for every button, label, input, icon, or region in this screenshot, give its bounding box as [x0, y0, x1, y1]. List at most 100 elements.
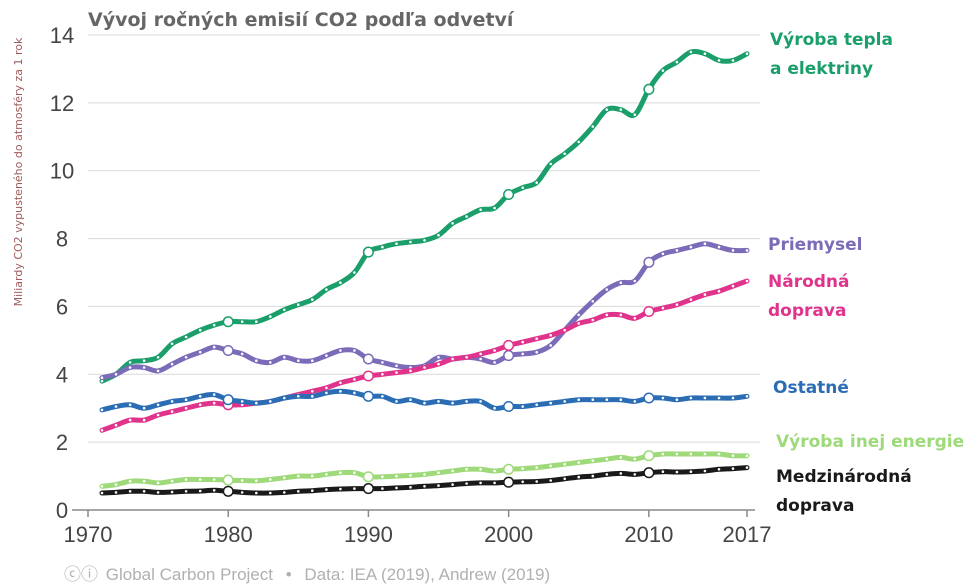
data-point [297, 395, 300, 398]
data-point-marker [362, 246, 374, 258]
data-point [184, 490, 188, 493]
x-tick-label: 1990 [344, 522, 393, 547]
data-point-marker [362, 483, 374, 495]
data-point [409, 398, 412, 402]
x-tick-label: 2000 [484, 522, 533, 547]
data-point [198, 395, 202, 398]
data-point [493, 206, 496, 210]
data-point [689, 452, 693, 456]
data-point [675, 470, 679, 474]
data-point [703, 242, 707, 245]
data-point [437, 400, 440, 403]
data-point [198, 403, 202, 407]
data-point [339, 390, 342, 393]
series-label: Ostatné [773, 378, 849, 398]
data-point [605, 473, 609, 476]
data-point [591, 459, 595, 463]
data-point [184, 335, 188, 339]
data-point [493, 481, 496, 485]
data-point [269, 361, 272, 364]
data-point [339, 281, 342, 285]
data-point [325, 488, 328, 491]
series-label: Priemysel [768, 235, 862, 255]
data-point [311, 359, 314, 363]
data-point [577, 313, 580, 317]
series-line [99, 278, 750, 433]
data-point [212, 323, 216, 327]
y-tick-label: 14 [50, 23, 74, 48]
data-point [717, 59, 721, 62]
data-point [591, 300, 595, 303]
y-tick-label: 2 [56, 430, 68, 455]
data-point-marker [362, 353, 374, 365]
data-point-marker [643, 305, 655, 318]
data-point [591, 398, 595, 402]
data-point [198, 350, 202, 354]
data-point [156, 481, 160, 485]
data-point-marker [643, 83, 655, 95]
footer-source-org[interactable]: Global Carbon Project [106, 565, 274, 584]
data-point [100, 491, 104, 495]
data-point [339, 349, 342, 352]
x-tick-label: 2010 [624, 522, 673, 547]
data-point [661, 306, 665, 310]
data-point [745, 454, 749, 458]
data-point [254, 320, 258, 324]
data-point [423, 473, 426, 476]
data-point [619, 398, 623, 402]
series-label-line: Výroba inej energie [776, 432, 964, 452]
data-point [479, 468, 482, 471]
data-point [549, 401, 552, 405]
data-point [100, 485, 104, 488]
data-point [437, 471, 440, 475]
data-point [605, 398, 609, 402]
data-point [156, 403, 160, 407]
data-point [605, 313, 609, 317]
data-point [353, 487, 356, 490]
data-point-marker [362, 370, 374, 382]
data-point [675, 60, 679, 64]
y-tick-label: 8 [56, 227, 68, 252]
data-point [325, 354, 328, 357]
data-point [128, 361, 132, 364]
data-point [465, 400, 468, 403]
data-point [100, 429, 104, 432]
data-point [465, 468, 468, 471]
data-point [563, 462, 566, 466]
data-point [633, 113, 637, 116]
data-point [184, 478, 188, 481]
data-point [212, 345, 216, 349]
x-tick-label: 1970 [64, 522, 113, 547]
data-point [591, 125, 595, 128]
data-point [717, 452, 721, 456]
series-label: Medzinárodná doprava [776, 467, 912, 516]
data-point [577, 398, 580, 402]
data-point [465, 482, 468, 485]
data-point [535, 181, 538, 184]
data-point [493, 349, 496, 352]
data-point [731, 249, 735, 252]
data-point [254, 491, 258, 495]
data-point [325, 391, 328, 395]
data-point [423, 485, 426, 488]
cc-license-icon: ⓒⓘ [64, 565, 98, 584]
data-point-marker [503, 400, 515, 413]
series-label-line: a elektriny [770, 59, 873, 79]
data-point [605, 457, 609, 461]
data-point [409, 486, 412, 489]
data-point [297, 303, 300, 307]
series-3 [99, 388, 750, 413]
data-point [381, 361, 384, 364]
data-point [521, 467, 524, 470]
data-point [142, 366, 146, 369]
data-point [114, 405, 118, 408]
data-point [591, 318, 595, 322]
data-point [170, 490, 174, 494]
data-point [633, 279, 637, 283]
data-point [619, 456, 623, 459]
data-point [184, 406, 188, 410]
series-label-line: doprava [776, 496, 854, 516]
data-point [591, 474, 595, 478]
data-point [577, 322, 580, 325]
data-point [128, 403, 132, 407]
